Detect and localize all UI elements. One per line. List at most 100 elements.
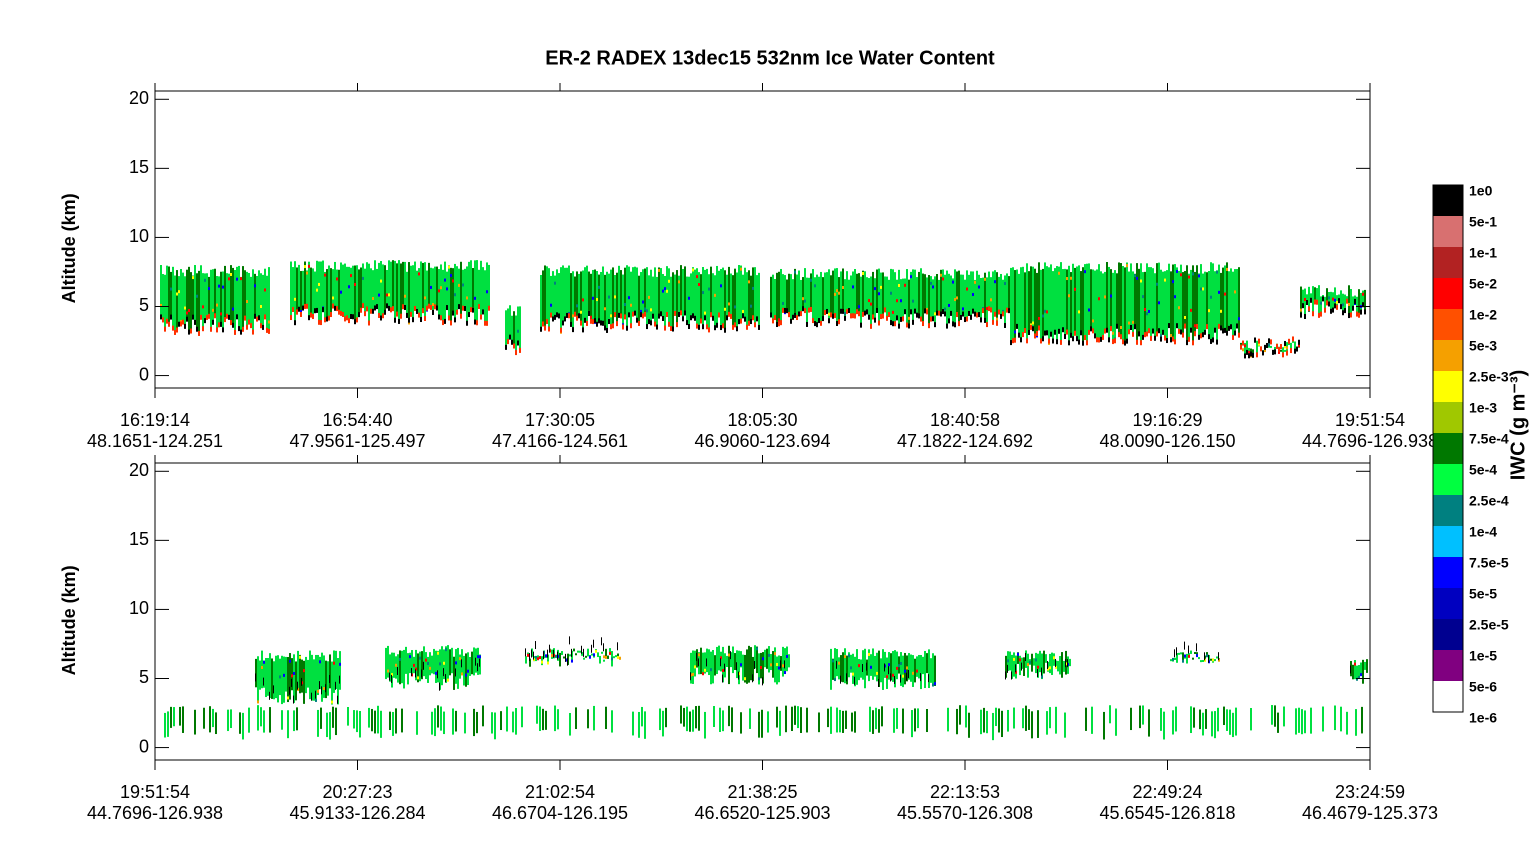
cloud-column [290,261,292,320]
cloud-column [438,269,440,319]
cloud-column [293,654,295,703]
cloud-base [1144,332,1146,338]
x-location-label: 44.7696-126.938 [87,803,223,823]
cloud-column [409,652,411,674]
cloud-speck [1200,287,1202,291]
cloud-speck [1216,270,1218,274]
cloud-column [672,272,674,331]
cloud-column [978,274,980,317]
cloud-speck [752,286,754,290]
cloud-base [238,326,240,332]
cloud-speck [1047,667,1049,671]
cloud-speck [984,277,986,281]
cloud-speck [300,309,302,313]
cloud-column [1236,269,1238,328]
cloud-base [670,325,672,331]
cloud-column [860,276,862,327]
cloud-column [1058,266,1060,333]
cloud-speck [1041,675,1043,679]
cloud-speck [184,306,186,310]
cloud-column [844,648,846,684]
x-location-label: 47.1822-124.692 [897,431,1033,451]
cloud-base [1190,327,1192,333]
cloud-column [906,269,908,327]
colorbar-tick-label: 1e-3 [1469,400,1497,416]
cloud-speck [236,277,238,281]
cloud-base [210,326,212,332]
cloud-column [972,271,974,313]
cloud-base [218,322,220,328]
low-streak [401,708,403,733]
cloud-base [622,324,624,330]
cloud-column [466,266,468,325]
low-streak [368,707,370,728]
cloud-column [748,645,750,683]
cloud-column [602,266,604,325]
cloud-base [720,325,722,331]
cloud-column [324,271,326,322]
cloud-base [864,310,866,316]
cloud-base [950,310,952,316]
cloud-column [756,646,758,674]
cloud-column [720,269,722,330]
cloud-column [402,261,404,309]
cloud-column [529,658,531,667]
cloud-speck [1348,302,1350,306]
cloud-speck [170,287,172,291]
cloud-column [624,267,626,319]
cloud-base [302,305,304,311]
low-streak [842,710,844,733]
cloud-column [542,270,544,326]
low-streak [353,710,355,729]
cloud-column [916,277,918,317]
cloud-column [1246,340,1248,354]
cloud-column [376,268,378,309]
cloud-column [537,655,539,658]
cloud-column [802,277,804,311]
cloud-column [634,266,636,315]
cloud-speck [848,654,850,658]
cloud-base [206,314,208,320]
cloud-base [780,320,782,326]
colorbar-swatch [1433,340,1463,371]
cloud-base [782,307,784,313]
cloud-column [902,278,904,321]
cloud-speck [892,310,894,314]
cloud-base [996,320,998,326]
cloud-speck [228,277,230,281]
cloud-speck [688,296,690,300]
cloud-speck [466,296,468,300]
cloud-base [632,311,634,317]
cloud-base [1130,324,1132,330]
cloud-base [584,317,586,323]
cloud-base [1222,328,1224,334]
cloud-column [742,274,744,318]
cloud-base [886,315,888,321]
cloud-column [544,265,546,330]
cloud-speck [603,655,605,659]
cloud-base [1070,332,1072,338]
cloud-column [1210,658,1212,661]
cloud-base [1316,299,1318,305]
cloud-column [846,271,848,313]
low-streak [779,710,781,736]
cloud-speck [291,674,293,678]
cloud-base [810,306,812,312]
cloud-column [902,655,904,688]
low-streak [1232,712,1234,738]
cloud-base [350,313,352,319]
cloud-column [890,268,892,325]
cloud-base [816,322,818,328]
cloud-column [1182,652,1184,662]
cloud-column [403,649,405,689]
cloud-column [1146,263,1148,336]
cloud-column [242,266,244,331]
cloud-speck [1224,292,1226,296]
cloud-column [822,277,824,321]
cloud-base [1120,334,1122,340]
low-streak [1322,706,1324,732]
cloud-column [188,266,190,334]
y-tick-label: 0 [139,736,149,756]
cloud-speck [450,273,452,277]
cloud-column [766,648,768,669]
